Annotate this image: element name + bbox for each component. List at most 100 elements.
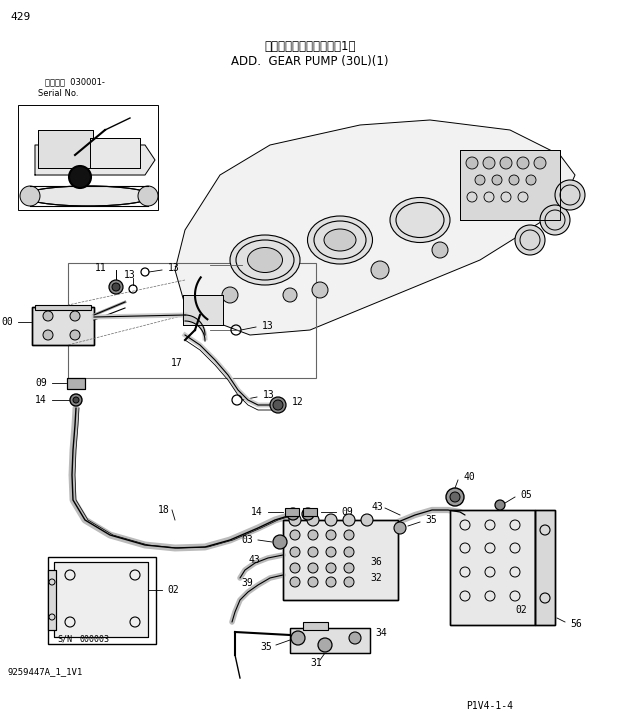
Text: 追加ポンプ（３０Ｌ）（1）: 追加ポンプ（３０Ｌ）（1） — [264, 41, 356, 54]
Circle shape — [361, 514, 373, 526]
Circle shape — [287, 508, 299, 520]
Bar — [54, 562, 148, 637]
Bar — [90, 138, 140, 168]
Circle shape — [326, 547, 336, 557]
Text: 14: 14 — [251, 507, 263, 517]
Text: 09: 09 — [35, 378, 47, 388]
Text: ADD.  GEAR PUMP (30L)(1): ADD. GEAR PUMP (30L)(1) — [231, 56, 389, 69]
Text: 36: 36 — [370, 557, 382, 567]
Circle shape — [344, 530, 354, 540]
Bar — [48, 570, 56, 630]
Ellipse shape — [24, 186, 152, 206]
Circle shape — [492, 175, 502, 185]
Circle shape — [308, 577, 318, 587]
Circle shape — [446, 488, 464, 506]
Bar — [38, 130, 93, 168]
Text: 03: 03 — [241, 535, 253, 545]
Circle shape — [326, 563, 336, 573]
Bar — [32, 307, 94, 345]
Circle shape — [344, 547, 354, 557]
Circle shape — [222, 287, 238, 303]
Circle shape — [344, 577, 354, 587]
Text: 00: 00 — [1, 317, 13, 327]
Circle shape — [69, 166, 91, 188]
Circle shape — [290, 563, 300, 573]
Circle shape — [534, 157, 546, 169]
Circle shape — [290, 530, 300, 540]
Ellipse shape — [324, 229, 356, 251]
Bar — [460, 150, 560, 220]
Circle shape — [394, 522, 406, 534]
Text: 9259447A_1_1V1: 9259447A_1_1V1 — [8, 668, 83, 676]
Bar — [35, 305, 91, 310]
Text: 000003: 000003 — [80, 634, 110, 644]
Circle shape — [326, 577, 336, 587]
Bar — [535, 510, 555, 625]
Circle shape — [20, 186, 40, 206]
Circle shape — [138, 186, 158, 206]
Text: 35: 35 — [425, 515, 436, 525]
Text: Serial No.: Serial No. — [38, 88, 79, 98]
Bar — [535, 510, 555, 625]
Circle shape — [290, 547, 300, 557]
Circle shape — [70, 330, 80, 340]
Text: 14: 14 — [35, 395, 47, 405]
Circle shape — [515, 225, 545, 255]
Circle shape — [290, 577, 300, 587]
Circle shape — [273, 535, 287, 549]
Circle shape — [371, 261, 389, 279]
Bar — [183, 295, 223, 325]
Circle shape — [343, 514, 355, 526]
Circle shape — [555, 180, 585, 210]
Bar — [283, 520, 398, 600]
Bar — [450, 510, 535, 625]
Bar — [285, 508, 299, 516]
Text: 32: 32 — [370, 573, 382, 583]
Circle shape — [73, 397, 79, 403]
Circle shape — [307, 514, 319, 526]
Circle shape — [308, 547, 318, 557]
Circle shape — [500, 157, 512, 169]
Circle shape — [475, 175, 485, 185]
Circle shape — [344, 563, 354, 573]
Text: 13: 13 — [263, 390, 275, 400]
Bar — [67, 378, 85, 389]
Bar — [68, 263, 316, 378]
Circle shape — [483, 157, 495, 169]
Bar — [283, 520, 398, 600]
Text: 02: 02 — [167, 585, 179, 595]
Circle shape — [312, 282, 328, 298]
Text: 56: 56 — [570, 619, 582, 629]
Bar — [67, 378, 85, 389]
Bar — [54, 562, 148, 637]
Text: S/N: S/N — [57, 634, 72, 644]
Bar — [183, 295, 223, 325]
Bar — [48, 557, 156, 644]
Circle shape — [517, 157, 529, 169]
Text: 39: 39 — [241, 578, 253, 588]
Circle shape — [289, 514, 301, 526]
Text: 適用号機  030001-: 適用号機 030001- — [45, 77, 105, 86]
Text: 12: 12 — [292, 397, 304, 407]
Circle shape — [273, 400, 283, 410]
Bar — [18, 105, 158, 210]
Circle shape — [112, 283, 120, 291]
Circle shape — [432, 242, 448, 258]
Text: 18: 18 — [158, 505, 170, 515]
Circle shape — [43, 311, 53, 321]
Circle shape — [109, 280, 123, 294]
Bar — [460, 150, 560, 220]
Text: 43: 43 — [248, 555, 260, 565]
Text: 31: 31 — [310, 658, 322, 668]
Circle shape — [70, 394, 82, 406]
Text: 11: 11 — [95, 263, 107, 273]
Polygon shape — [175, 120, 575, 335]
Bar — [450, 510, 535, 625]
Circle shape — [466, 157, 478, 169]
Ellipse shape — [308, 216, 373, 264]
Circle shape — [291, 631, 305, 645]
Bar — [303, 622, 328, 630]
Text: 02: 02 — [515, 605, 527, 615]
Circle shape — [540, 205, 570, 235]
Ellipse shape — [247, 248, 283, 272]
